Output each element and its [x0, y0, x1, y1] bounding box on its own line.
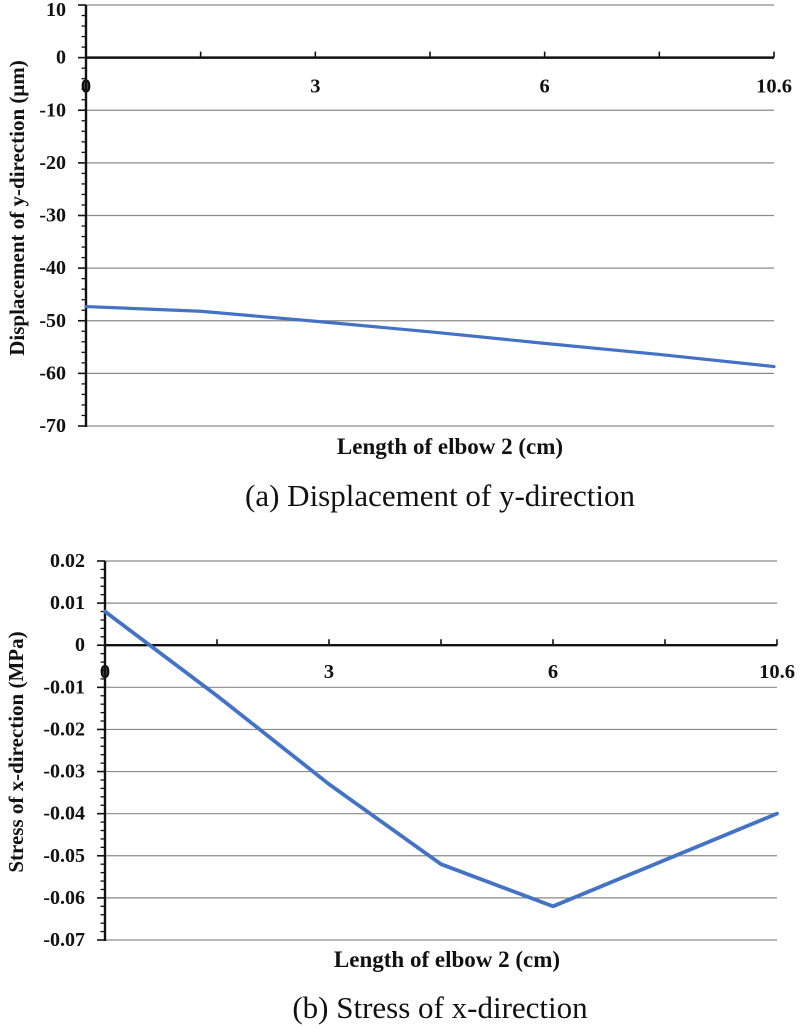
y-tick-label: -0.01 [43, 676, 85, 698]
x-tick-label: 6 [540, 76, 550, 98]
y-tick-label: -50 [39, 310, 66, 332]
x-tick-label: 3 [324, 661, 334, 683]
y-tick-label: -60 [39, 362, 66, 384]
chart-b-caption: (b) Stress of x-direction [292, 990, 588, 1025]
y-tick-label: -0.06 [43, 887, 85, 909]
y-tick-label: 0.02 [50, 550, 85, 572]
y-tick-label: 10 [46, 0, 66, 21]
y-tick-label: -30 [39, 205, 66, 227]
y-tick-label: -0.02 [43, 718, 85, 740]
chart-a-caption: (a) Displacement of y-direction [245, 478, 635, 513]
y-tick-label: -0.07 [43, 929, 85, 951]
y-tick-label: 0 [75, 634, 85, 656]
y-tick-label: -0.03 [43, 761, 85, 783]
chart-b-x-axis-title: Length of elbow 2 (cm) [333, 947, 561, 972]
y-tick-label: 0 [56, 47, 66, 69]
y-tick-label: -0.04 [43, 803, 85, 825]
x-tick-label: 10.6 [759, 661, 795, 683]
chart-a-y-axis-title: Displacement of y-direction (μm) [5, 60, 29, 356]
y-tick-label: -40 [39, 257, 66, 279]
chart-a-x-axis-title: Length of elbow 2 (cm) [336, 434, 564, 459]
y-tick-label: -70 [39, 415, 66, 437]
chart-b-y-axis-title: Stress of x-direction (MPa) [4, 631, 28, 873]
y-tick-label: -0.05 [43, 845, 85, 867]
series-line [103, 609, 779, 909]
y-tick-label: -10 [39, 99, 66, 121]
series-line [84, 304, 776, 369]
y-tick-label: -20 [39, 152, 66, 174]
y-tick-label: 0.01 [50, 592, 85, 614]
x-tick-label: 10.6 [756, 76, 792, 98]
x-tick-label: 3 [310, 76, 320, 98]
x-tick-label: 6 [548, 661, 558, 683]
